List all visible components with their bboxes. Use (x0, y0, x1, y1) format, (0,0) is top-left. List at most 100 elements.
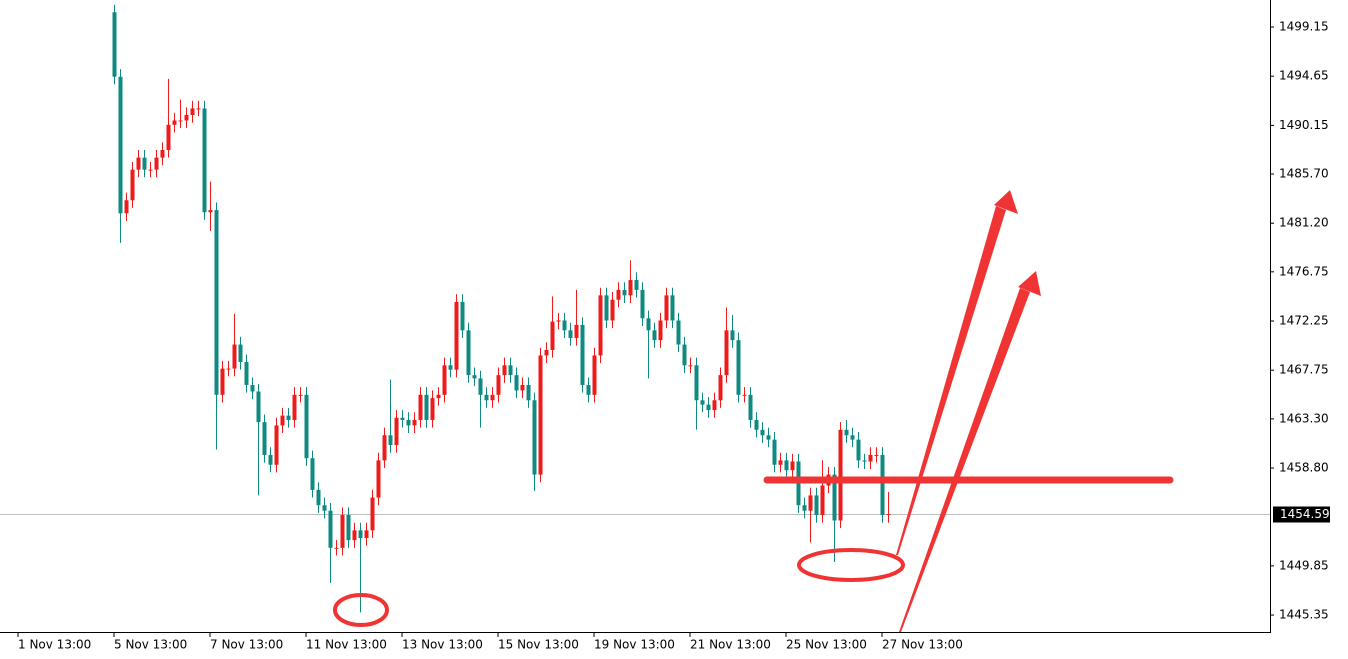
candle-body (154, 157, 159, 170)
candle-body (172, 120, 177, 125)
y-tick-label: 1445.35 (1279, 608, 1329, 622)
candle-body (610, 299, 615, 321)
candle-body (148, 169, 153, 171)
candle-body (490, 394, 495, 401)
candle-body (574, 324, 579, 338)
candle-body (868, 454, 873, 462)
candle-body (412, 419, 417, 426)
x-tick-label: 27 Nov 13:00 (882, 638, 963, 652)
candle-body (742, 394, 747, 396)
candle-body (208, 210, 213, 213)
candle-body (562, 320, 567, 331)
candle-body (754, 419, 759, 430)
candle-body (526, 384, 531, 401)
candle-body (340, 515, 345, 548)
candle-body (346, 515, 351, 541)
candle-body (832, 474, 837, 521)
annotation-arrowhead (1018, 271, 1041, 296)
candle-body (292, 394, 297, 420)
candle-body (622, 289, 627, 296)
candle-body (616, 289, 621, 300)
candle-body (244, 362, 249, 385)
candle-body (670, 295, 675, 321)
candle-body (550, 321, 555, 350)
candle-body (676, 320, 681, 345)
candle-body (160, 149, 165, 158)
candle-body (472, 375, 477, 379)
annotation-arrowhead (994, 190, 1018, 214)
candle-body (400, 417, 405, 420)
candle-body (886, 514, 891, 516)
candle-body (706, 404, 711, 411)
current-price-label: 1454.59 (1280, 507, 1330, 521)
candle-body (298, 394, 303, 396)
candle-body (802, 505, 807, 511)
candle-body (364, 530, 369, 538)
candle-body (406, 419, 411, 426)
candle-body (580, 324, 585, 385)
candle-body (382, 435, 387, 461)
candle-body (418, 394, 423, 420)
candle-body (454, 301, 459, 370)
y-tick-label: 1467.75 (1279, 363, 1329, 377)
candle-body (130, 169, 135, 201)
candle-body (328, 510, 333, 548)
candle-body (280, 415, 285, 426)
y-tick-label: 1458.80 (1279, 461, 1329, 475)
candle-body (316, 489, 321, 506)
candle-body (478, 378, 483, 395)
candle-body (136, 157, 141, 170)
candle-body (178, 120, 183, 122)
candle-body (814, 495, 819, 516)
candle-body (790, 461, 795, 471)
candle-body (658, 320, 663, 341)
candle-body (124, 200, 129, 214)
candle-body (496, 375, 501, 395)
y-tick-label: 1476.75 (1279, 264, 1329, 278)
candle-body (262, 422, 267, 455)
candle-body (484, 394, 489, 401)
candle-body (142, 157, 147, 170)
candle-body (760, 429, 765, 436)
candle-body (604, 295, 609, 321)
candle-body (694, 365, 699, 401)
candle-body (118, 76, 123, 214)
candle-body (712, 400, 717, 411)
x-tick-label: 11 Nov 13:00 (306, 638, 387, 652)
x-tick-label: 25 Nov 13:00 (786, 638, 867, 652)
x-tick-label: 21 Nov 13:00 (690, 638, 771, 652)
candle-body (250, 384, 255, 392)
candle-body (256, 391, 261, 423)
candle-body (424, 394, 429, 420)
candle-body (598, 295, 603, 356)
x-tick-label: 19 Nov 13:00 (594, 638, 675, 652)
candle-body (592, 355, 597, 395)
candle-body (520, 384, 525, 391)
candle-body (304, 394, 309, 459)
candle-body (874, 454, 879, 456)
candle-body (730, 330, 735, 341)
candle-body (508, 365, 513, 376)
x-tick-label: 7 Nov 13:00 (210, 638, 283, 652)
candle-body (688, 365, 693, 367)
candle-body (808, 495, 813, 511)
candle-body (376, 460, 381, 498)
candle-body (628, 280, 633, 296)
candle-body (820, 485, 825, 516)
candle-body (784, 460, 789, 471)
annotation-arrow (899, 288, 1030, 632)
candle-body (766, 435, 771, 440)
candle-body (166, 124, 171, 150)
candle-body (196, 108, 201, 110)
y-tick-label: 1499.15 (1279, 19, 1329, 33)
candle-body (238, 344, 243, 363)
annotation-arrow (896, 206, 1006, 555)
candle-body (232, 344, 237, 369)
candle-body (544, 349, 549, 356)
plot-area (0, 4, 1270, 613)
candle-body (586, 384, 591, 395)
candle-body (322, 505, 327, 511)
candle-body (664, 295, 669, 321)
candle-body (850, 435, 855, 440)
